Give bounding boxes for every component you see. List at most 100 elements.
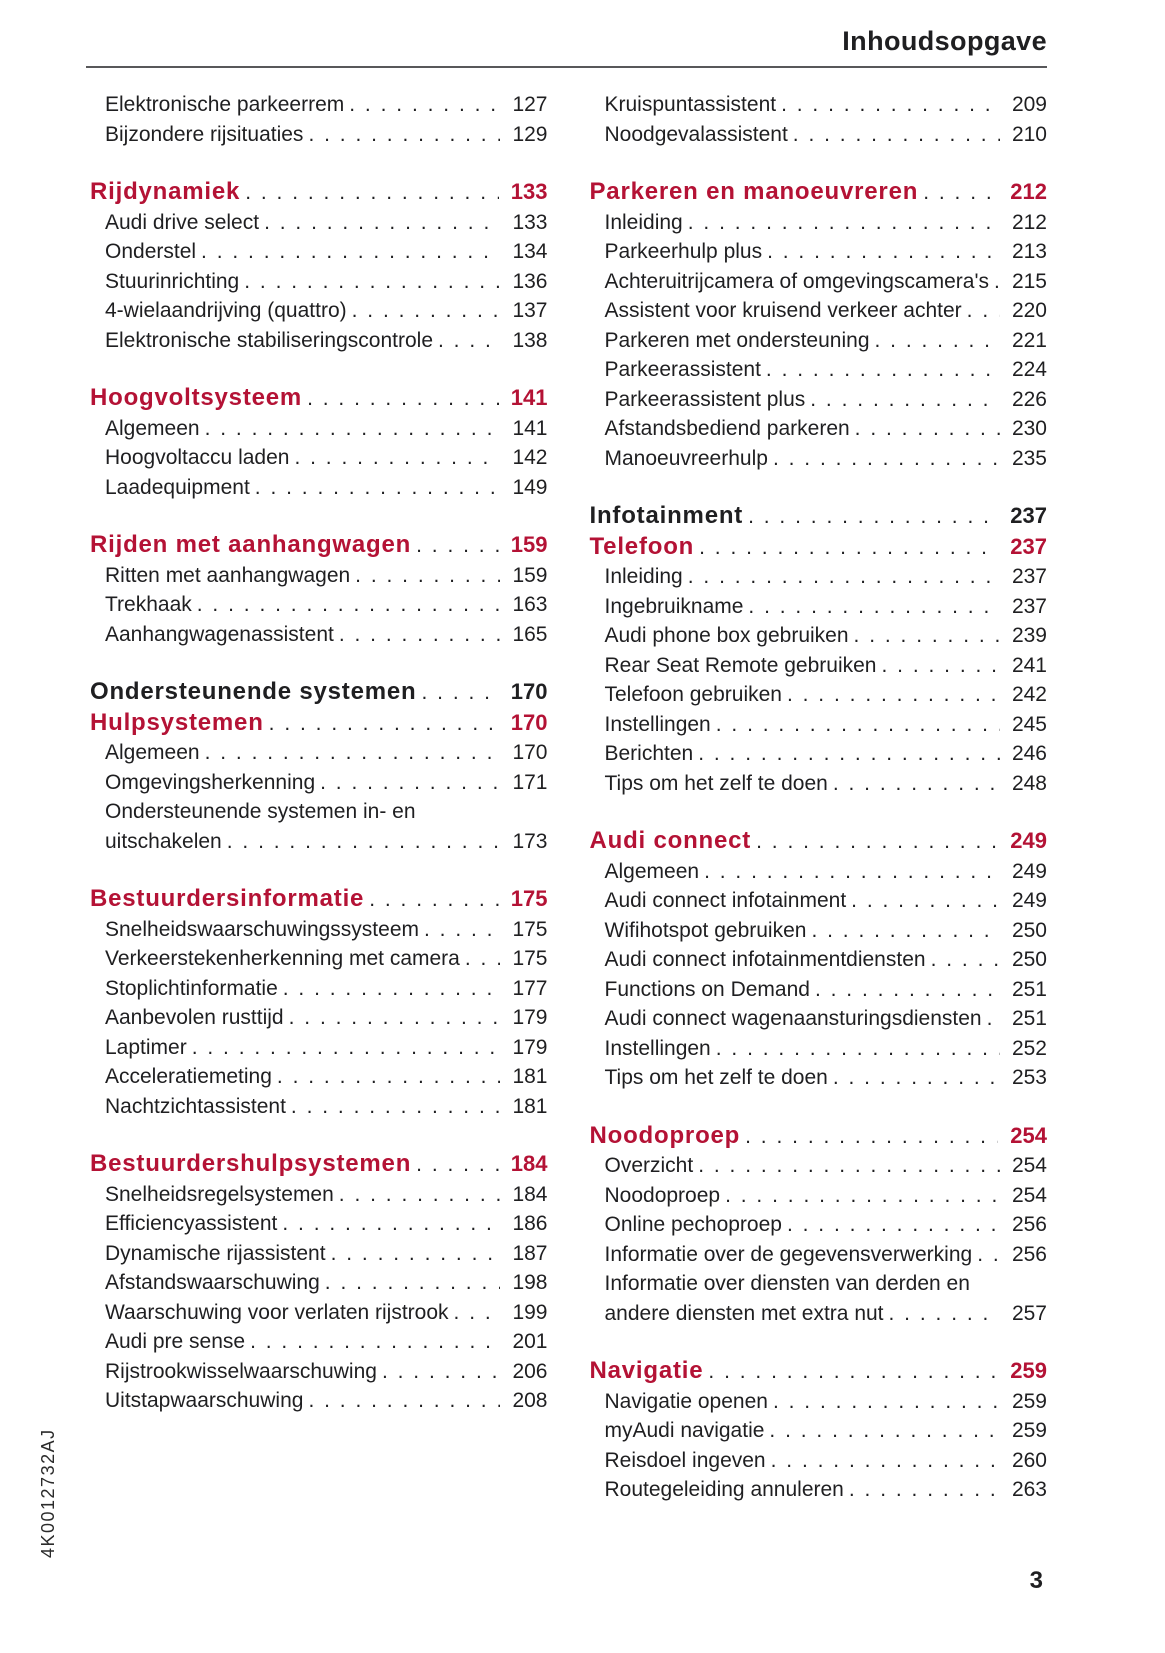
toc-entry-label: Aanhangwagenassistent bbox=[105, 622, 334, 646]
toc-entry-label: Afstandsbediend parkeren bbox=[604, 417, 850, 440]
toc-column-right: Kruispuntassistent 209 Noodgevalassistent 2… bbox=[590, 90, 1048, 1505]
toc-entry-page: 254 bbox=[1011, 1183, 1047, 1207]
toc-entry-row: Achteruitrijcamera of omgevingscamera's 2… bbox=[590, 267, 1048, 297]
toc-entry-label: Verkeerstekenherkenning met camera bbox=[105, 947, 460, 970]
toc-entry-label: Overzicht bbox=[604, 1154, 694, 1177]
toc-entry-page: 159 bbox=[510, 532, 548, 557]
toc-entry-page: 237 bbox=[1011, 594, 1047, 618]
toc-entry-page: 250 bbox=[1011, 948, 1047, 971]
toc-group: Audi connect249Algemeen249Audi connect i… bbox=[590, 826, 1048, 1093]
toc-entry-page: 237 bbox=[1010, 503, 1047, 528]
toc-group: Noodoproep 254 Overzicht 254 Noodoproep 254 On… bbox=[590, 1121, 1048, 1329]
toc-entry-row: Snelheidswaarschuwingssysteem 175 bbox=[90, 915, 548, 945]
dot-leader bbox=[994, 267, 1000, 297]
toc-entry-row: Audi pre sense 201 bbox=[90, 1327, 548, 1357]
toc-entry-label: Instellingen bbox=[604, 712, 711, 736]
toc-entry-label: Hoogvoltsysteem bbox=[90, 384, 303, 411]
toc-entry-row: Audi drive select 133 bbox=[90, 208, 548, 238]
dot-leader bbox=[769, 1416, 1000, 1446]
toc-entry-label: andere diensten met extra nut bbox=[604, 1301, 884, 1325]
toc-entry-label: Uitstapwaarschuwing bbox=[105, 1389, 304, 1412]
toc-entry-page: 175 bbox=[512, 917, 548, 941]
toc-entry-label: Bijzondere rijsituaties bbox=[105, 122, 304, 146]
dot-leader bbox=[875, 326, 1000, 356]
toc-entry-label: Parkeerassistent plus bbox=[604, 387, 806, 411]
toc-entry-row: Rijstrookwisselwaarschuwing 206 bbox=[90, 1357, 548, 1387]
header-rule bbox=[86, 66, 1047, 68]
toc-entry-page: 136 bbox=[512, 269, 548, 293]
toc-group: Rijden met aanhangwagen159Ritten met aan… bbox=[90, 530, 548, 649]
toc-entry-page: 250 bbox=[1011, 918, 1047, 942]
toc-entry-page: 224 bbox=[1011, 358, 1047, 381]
toc-entry-row: Acceleratiemeting 181 bbox=[90, 1062, 548, 1092]
toc-entry-row: Rear Seat Remote gebruiken 241 bbox=[590, 651, 1048, 681]
page-title: Inhoudsopgave bbox=[842, 26, 1047, 56]
toc-entry-page: 208 bbox=[512, 1389, 548, 1412]
toc-entry-page: 187 bbox=[512, 1241, 548, 1265]
toc-entry-row: Onderstel 134 bbox=[90, 237, 548, 267]
toc-entry-page: 212 bbox=[1010, 179, 1047, 204]
toc-section-row: Bestuurdershulpsystemen 184 bbox=[90, 1149, 548, 1180]
dot-leader bbox=[349, 90, 500, 120]
dot-leader bbox=[308, 120, 500, 150]
toc-entry-page: 206 bbox=[512, 1359, 548, 1383]
toc-entry-label: Algemeen bbox=[105, 416, 200, 440]
toc-entry-label: 4-wielaandrijving (quattro) bbox=[105, 299, 347, 322]
toc-entry-label: Telefoon bbox=[589, 532, 695, 560]
dot-leader bbox=[289, 1003, 501, 1033]
toc-entry-row: Waarschuwing voor verlaten rijstrook 199 bbox=[90, 1298, 548, 1328]
toc-entry-label: Berichten bbox=[604, 742, 694, 765]
toc-entry-label: Laptimer bbox=[105, 1035, 187, 1059]
toc-entry-page: 259 bbox=[1011, 1419, 1047, 1442]
toc-entry-row: Audi connect wagenaansturingsdiensten 251 bbox=[590, 1004, 1048, 1034]
toc-entry-label: Kruispuntassistent bbox=[604, 93, 777, 116]
toc-entry-label: Informatie over diensten van derden en bbox=[604, 1272, 970, 1295]
toc-entry-page: 235 bbox=[1011, 446, 1047, 470]
toc-entry-row: Ondersteunende systemen in- en bbox=[90, 797, 548, 827]
page-header: Inhoudsopgave bbox=[0, 0, 1165, 68]
toc-entry-label: Noodgevalassistent bbox=[604, 122, 788, 146]
toc-entry-label: Afstandswaarschuwing bbox=[105, 1271, 320, 1294]
toc-entry-label: Wifihotspot gebruiken bbox=[604, 918, 807, 942]
dot-leader bbox=[416, 531, 499, 561]
toc-entry-row: 4-wielaandrijving (quattro) 137 bbox=[90, 296, 548, 326]
toc-entry-row: Laadequipment 149 bbox=[90, 473, 548, 503]
dot-leader bbox=[793, 120, 1000, 150]
document-code: 4K0012732AJ bbox=[38, 1428, 58, 1558]
toc-entry-label: Ritten met aanhangwagen bbox=[105, 563, 351, 587]
toc-entry-page: 127 bbox=[512, 93, 548, 116]
toc-entry-page: 259 bbox=[1011, 1389, 1047, 1413]
toc-entry-row: Elektronische stabiliseringscontrole 138 bbox=[90, 326, 548, 356]
toc-entry-label: Parkeerassistent bbox=[604, 358, 761, 381]
toc-group: Parkeren en manoeuvreren212Inleiding212P… bbox=[590, 177, 1048, 473]
toc-section-row: Navigatie 259 bbox=[590, 1356, 1048, 1387]
dot-leader bbox=[424, 915, 500, 945]
toc-entry-page: 221 bbox=[1011, 328, 1047, 352]
toc-entry-page: 251 bbox=[1011, 1007, 1047, 1030]
toc-entry-row: Noodgevalassistent 210 bbox=[590, 120, 1048, 150]
toc-entry-label: Infotainment bbox=[589, 502, 744, 529]
dot-leader bbox=[855, 414, 1000, 444]
toc-entry-row: Bijzondere rijsituaties 129 bbox=[90, 120, 548, 150]
toc-entry-label: Parkeerhulp plus bbox=[604, 240, 763, 263]
toc-entry-page: 171 bbox=[512, 770, 548, 794]
toc-entry-label: Hoogvoltaccu laden bbox=[105, 446, 290, 469]
toc-entry-label: Audi connect bbox=[589, 827, 752, 854]
toc-entry-row: Verkeerstekenherkenning met camera 175 bbox=[90, 944, 548, 974]
toc-entry-page: 248 bbox=[1011, 771, 1047, 795]
toc-entry-row: Afstandswaarschuwing 198 bbox=[90, 1268, 548, 1298]
toc-entry-page: 254 bbox=[1010, 1122, 1047, 1148]
toc-entry-row: Tips om het zelf te doen 248 bbox=[590, 769, 1048, 799]
toc-entry-label: Audi connect infotainmentdiensten bbox=[604, 948, 926, 971]
dot-leader bbox=[264, 208, 500, 238]
toc-entry-page: 149 bbox=[512, 475, 548, 499]
toc-entry-row: Snelheidsregelsystemen 184 bbox=[90, 1180, 548, 1210]
toc-entry-page: 186 bbox=[512, 1212, 548, 1235]
dot-leader bbox=[767, 237, 1000, 267]
toc-entry-label: Rijdynamiek bbox=[90, 178, 241, 205]
toc-entry-row: Algemeen 170 bbox=[90, 738, 548, 768]
toc-entry-page: 239 bbox=[1011, 624, 1047, 647]
toc-entry-page: 159 bbox=[512, 563, 548, 587]
toc-entry-row: Routegeleiding annuleren 263 bbox=[590, 1475, 1048, 1505]
toc-section-row: Hulpsystemen 170 bbox=[90, 708, 548, 739]
